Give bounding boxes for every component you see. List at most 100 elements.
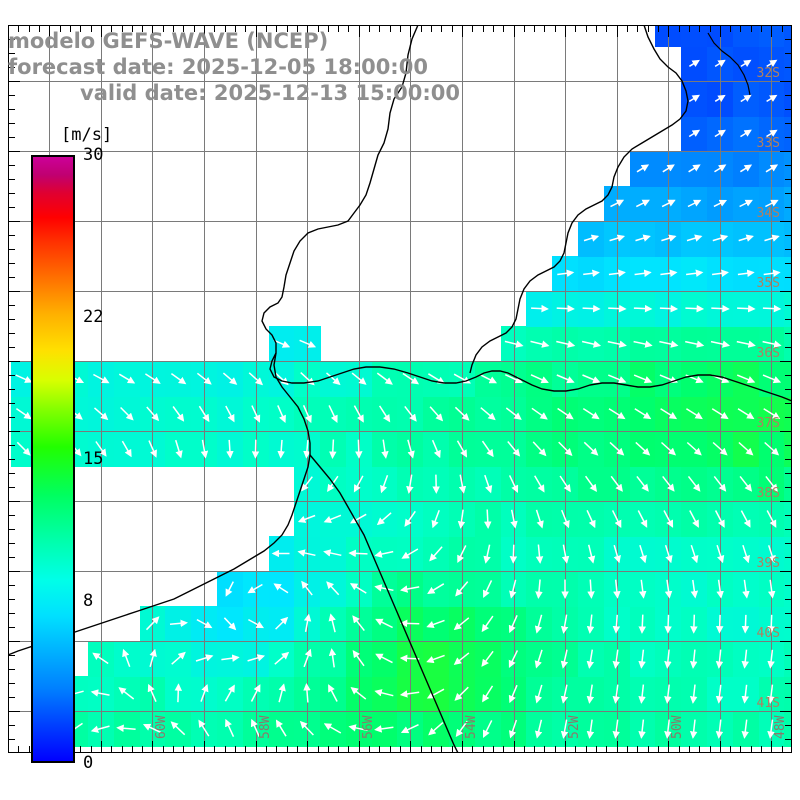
axis-tick: [780, 81, 792, 82]
axis-tick: [785, 515, 792, 516]
axis-tick: [554, 746, 556, 753]
axis-tick: [100, 741, 102, 753]
axis-tick: [255, 741, 257, 753]
axis-tick: [8, 599, 15, 600]
axis-tick: [8, 277, 15, 278]
axis-tick: [780, 291, 792, 292]
raster-cell: [784, 25, 792, 47]
axis-tick: [719, 741, 721, 753]
axis-tick: [69, 25, 71, 32]
raster-cell: [784, 536, 792, 572]
coastline-overlay: [8, 25, 792, 753]
axis-tick: [8, 431, 20, 432]
axis-tick: [49, 25, 51, 37]
axis-tick: [678, 746, 680, 753]
axis-tick: [8, 445, 15, 446]
axis-tick: [575, 25, 577, 32]
axis-tick: [307, 25, 309, 37]
axis-tick: [780, 501, 792, 502]
raster-cell: [784, 466, 792, 502]
axis-tick: [513, 25, 515, 37]
axis-tick: [492, 25, 494, 32]
axis-tick: [245, 25, 247, 32]
grid-line-horizontal: [8, 571, 792, 572]
raster-cell: [784, 291, 792, 327]
axis-tick: [8, 249, 15, 250]
latitude-label: 35S: [756, 276, 780, 291]
raster-cell: [784, 711, 792, 747]
grid-line-vertical: [565, 25, 567, 753]
axis-tick: [472, 25, 474, 32]
axis-tick: [8, 53, 15, 54]
axis-tick: [513, 741, 515, 753]
axis-tick: [100, 25, 102, 37]
grid-line-vertical: [204, 25, 205, 753]
axis-tick: [8, 193, 15, 194]
axis-tick: [780, 221, 792, 222]
axis-tick: [245, 746, 247, 753]
raster-cell: [784, 396, 792, 432]
axis-tick: [8, 347, 15, 348]
colorbar-tick-label: 0: [83, 753, 94, 773]
axis-tick: [647, 746, 649, 753]
axis-tick: [719, 25, 721, 37]
top-axis-ticks: [8, 25, 792, 37]
axis-tick: [8, 151, 20, 152]
axis-tick: [544, 746, 546, 753]
axis-tick: [657, 25, 659, 32]
axis-tick: [204, 741, 205, 753]
title-block: modelo GEFS-WAVE (NCEP) forecast date: 2…: [0, 28, 540, 106]
axis-tick: [750, 25, 752, 32]
axis-tick: [668, 741, 670, 753]
axis-tick: [785, 473, 792, 474]
axis-tick: [461, 25, 463, 37]
axis-tick: [785, 697, 792, 698]
axis-tick: [616, 741, 618, 753]
axis-tick: [111, 746, 113, 753]
axis-tick: [162, 746, 164, 753]
axis-tick: [626, 25, 628, 32]
colorbar-tick-label: 30: [83, 145, 104, 165]
axis-tick: [8, 221, 20, 222]
axis-tick: [626, 746, 628, 753]
axis-tick: [750, 746, 752, 753]
latitude-label: 33S: [756, 136, 780, 151]
axis-tick: [358, 25, 360, 37]
axis-tick: [596, 25, 597, 32]
axis-tick: [785, 249, 792, 250]
axis-tick: [785, 655, 792, 656]
axis-tick: [8, 39, 15, 40]
axis-tick: [451, 746, 453, 753]
latitude-label: 37S: [756, 416, 780, 431]
axis-tick: [637, 25, 639, 32]
axis-tick: [379, 746, 381, 753]
axis-tick: [8, 389, 15, 390]
axis-tick: [379, 25, 381, 32]
latitude-label: 34S: [756, 206, 780, 221]
axis-tick: [286, 25, 288, 32]
axis-tick: [575, 746, 577, 753]
axis-tick: [8, 361, 20, 362]
axis-tick: [8, 319, 15, 320]
wind-vector-overlay: [15, 59, 782, 739]
axis-tick: [8, 655, 15, 656]
axis-tick: [785, 543, 792, 544]
axis-tick: [193, 746, 195, 753]
raster-cell: [784, 46, 792, 82]
axis-tick: [730, 746, 732, 753]
grid-line-horizontal: [8, 711, 792, 712]
axis-tick: [162, 25, 164, 32]
axis-tick: [183, 25, 185, 32]
map-plot-area[interactable]: 62W60W58W56W54W52W50W48W 32S33S34S35S36S…: [8, 25, 792, 753]
axis-tick: [8, 263, 15, 264]
axis-tick: [265, 25, 267, 32]
axis-tick: [8, 725, 15, 726]
grid-line-vertical: [152, 25, 154, 753]
axis-tick: [8, 305, 15, 306]
axis-tick: [492, 746, 494, 753]
axis-tick: [534, 25, 536, 32]
axis-tick: [8, 81, 20, 82]
axis-tick: [8, 613, 15, 614]
axis-tick: [121, 746, 123, 753]
